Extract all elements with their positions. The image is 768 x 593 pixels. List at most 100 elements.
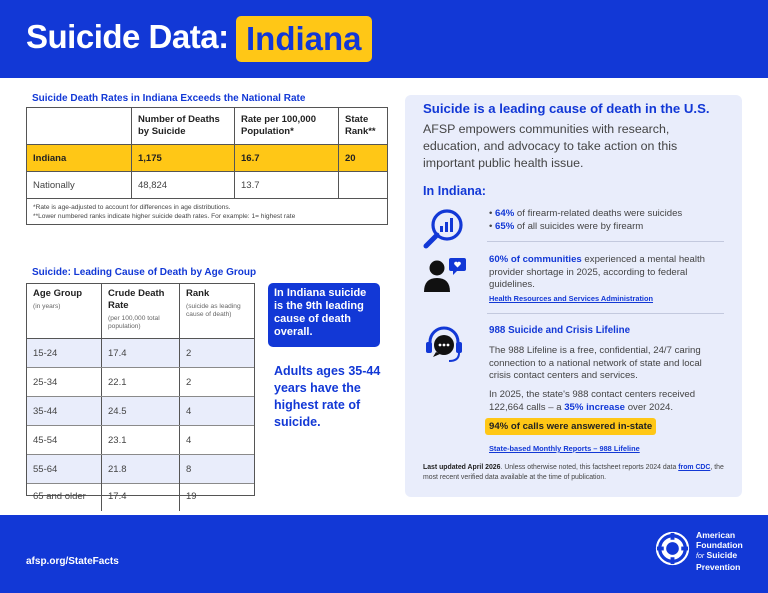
header-cell: Crude Death Rate (per 100,000 total popu… [102, 284, 180, 338]
header-cell: Rate per 100,000 Population* [235, 108, 339, 144]
cdc-source-link[interactable]: from CDC [678, 464, 711, 471]
row-label: Nationally [27, 172, 132, 198]
table-row: 45-54 23.1 4 [27, 426, 254, 455]
panel-intro: AFSP empowers communities with research,… [423, 122, 678, 170]
table-row: 65 and older 17.4 19 [27, 482, 254, 511]
header-bar [0, 0, 768, 78]
rank-cell: 19 [186, 491, 197, 502]
logo-suicide: Suicide [704, 550, 738, 560]
updated-date: Last updated April 2026 [423, 464, 501, 471]
table-row: 35-44 24.5 4 [27, 397, 254, 426]
rank-cell: 2 [186, 347, 192, 359]
rate-cell: 17.4 [102, 339, 180, 367]
leading-cause-callout: In Indiana suicide is the 9th leading ca… [268, 283, 380, 347]
header-sublabel: (in years) [33, 303, 61, 310]
rate-cell: 22.1 [102, 368, 180, 396]
header-cell: Number of Deaths by Suicide [132, 108, 235, 144]
page-title: Suicide Data: [26, 18, 229, 55]
headset-chat-icon [426, 326, 462, 362]
death-rates-table-title: Suicide Death Rates in Indiana Exceeds t… [32, 93, 306, 104]
rate-cell: 21.8 [102, 455, 180, 483]
afsp-logo-text: American Foundation for Suicide Preventi… [696, 530, 756, 572]
header-label: Rank [186, 288, 210, 299]
rank-cell: 4 [186, 405, 192, 417]
header-cell: Age Group (in years) [27, 284, 102, 338]
rate-cell: 23.1 [102, 426, 180, 454]
shortage-rest: experienced a mental health provider sho… [489, 254, 705, 290]
rate-value: 13.7 [235, 172, 339, 198]
rate-cell: 17.4 [102, 482, 180, 511]
hrsa-source-link[interactable]: Health Resources and Services Administra… [489, 294, 654, 303]
header-sublabel: (per 100,000 total population) [108, 315, 160, 330]
person-chat-icon [424, 258, 466, 292]
header-sublabel: (suicide as leading cause of death) [186, 303, 241, 318]
section-divider [487, 241, 724, 242]
rank-cell: 4 [186, 434, 192, 446]
section-divider [487, 313, 724, 314]
lifeline-source-link[interactable]: State-based Monthly Reports – 988 Lifeli… [489, 444, 640, 453]
table-row: 25-34 22.1 2 [27, 368, 254, 397]
header-label: Crude Death Rate [108, 288, 165, 311]
logo-line: Foundation [696, 540, 743, 550]
updated-end: , the most recent verified data availabl… [423, 464, 724, 481]
rank-cell: 2 [186, 376, 192, 388]
calls-text-end: over 2024. [625, 401, 674, 413]
magnifier-chart-icon [423, 209, 463, 249]
age-cell: 15-24 [27, 339, 102, 367]
table-header-row: Age Group (in years) Crude Death Rate (p… [27, 284, 254, 339]
table-header-row: Number of Deaths by Suicide Rate per 100… [27, 108, 387, 145]
row-label: Indiana [27, 145, 132, 171]
firearm-deaths-text: of firearm-related deaths were suicides [514, 208, 683, 219]
updated-text: . Unless otherwise noted, this factsheet… [500, 464, 679, 471]
footnote-rank: **Lower numbered ranks indicate higher s… [33, 213, 296, 220]
header-cell: Rank (suicide as leading cause of death) [180, 284, 254, 338]
last-updated-note: Last updated April 2026. Unless otherwis… [423, 463, 728, 482]
header-cell [27, 108, 132, 144]
panel-heading: Suicide is a leading cause of death in t… [423, 101, 710, 116]
table-row-state: Indiana 1,175 16.7 20 [27, 145, 387, 172]
footer-bar [0, 515, 768, 593]
shortage-highlight: 60% of communities [489, 254, 582, 265]
afsp-logo-icon [655, 531, 690, 566]
logo-line: for Suicide [696, 550, 756, 562]
logo-line: Prevention [696, 562, 741, 572]
rate-cell: 24.5 [102, 397, 180, 425]
rank-cell: 8 [186, 463, 192, 475]
death-rates-table: Number of Deaths by Suicide Rate per 100… [26, 107, 388, 225]
firearm-suicides-bullet: • 65% of all suicides were by firearm [489, 221, 644, 232]
rank-value [339, 172, 387, 198]
answered-in-state-badge: 94% of calls were answered in-state [485, 418, 657, 435]
calls-text-start: In 2025, the state's 988 contact centers… [489, 389, 696, 413]
deaths-value: 1,175 [132, 145, 235, 171]
rank-value: 20 [345, 152, 356, 164]
calls-text: In 2025, the state's 988 contact centers… [489, 389, 724, 414]
deaths-value: 48,824 [132, 172, 235, 198]
provider-shortage-text: 60% of communities experienced a mental … [489, 254, 724, 292]
header-label: Age Group [33, 288, 83, 299]
state-facts-url[interactable]: afsp.org/StateFacts [26, 556, 119, 567]
state-name-badge: Indiana [236, 16, 372, 62]
firearm-suicides-text: of all suicides were by firearm [514, 221, 644, 232]
lifeline-description: The 988 Lifeline is a free, confidential… [489, 345, 702, 381]
logo-line: American [696, 530, 736, 540]
age-cell: 25-34 [27, 368, 102, 396]
table-row: 15-24 17.4 2 [27, 339, 254, 368]
age-cell: 35-44 [27, 397, 102, 425]
state-subheading: In Indiana: [423, 184, 486, 198]
highest-rate-note: Adults ages 35-44 years have the highest… [274, 364, 381, 429]
age-cell: 55-64 [27, 455, 102, 483]
rate-value: 16.7 [235, 145, 339, 171]
table-row-national: Nationally 48,824 13.7 [27, 172, 387, 199]
footnote-rate: *Rate is age-adjusted to account for dif… [33, 204, 231, 211]
calls-increase: 35% increase [564, 401, 626, 413]
firearm-deaths-percent: 64% [495, 208, 515, 219]
age-cell: 45-54 [27, 426, 102, 454]
table-row: 55-64 21.8 8 [27, 455, 254, 484]
header-cell: State Rank** [345, 114, 376, 137]
firearm-deaths-bullet: • 64% of firearm-related deaths were sui… [489, 208, 683, 219]
logo-for: for [696, 553, 705, 560]
table-footnotes: *Rate is age-adjusted to account for dif… [33, 203, 295, 221]
firearm-suicides-percent: 65% [495, 221, 515, 232]
lifeline-heading: 988 Suicide and Crisis Lifeline [489, 325, 631, 336]
age-group-table: Age Group (in years) Crude Death Rate (p… [26, 283, 255, 511]
